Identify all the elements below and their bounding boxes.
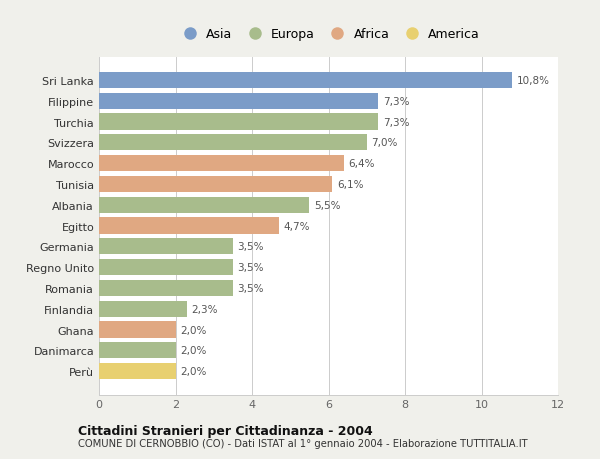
Bar [99,197,310,213]
Text: 3,5%: 3,5% [238,242,264,252]
Bar [99,135,367,151]
Text: COMUNE DI CERNOBBIO (CO) - Dati ISTAT al 1° gennaio 2004 - Elaborazione TUTTITAL: COMUNE DI CERNOBBIO (CO) - Dati ISTAT al… [78,438,527,448]
Text: 10,8%: 10,8% [517,76,550,86]
Text: 7,3%: 7,3% [383,118,409,127]
Bar [99,259,233,276]
Text: 7,0%: 7,0% [371,138,398,148]
Bar [99,94,378,110]
Text: 6,4%: 6,4% [349,159,375,169]
Text: Cittadini Stranieri per Cittadinanza - 2004: Cittadini Stranieri per Cittadinanza - 2… [78,424,373,437]
Legend: Asia, Europa, Africa, America: Asia, Europa, Africa, America [172,23,485,46]
Text: 2,0%: 2,0% [180,366,206,376]
Text: 7,3%: 7,3% [383,96,409,106]
Text: 2,3%: 2,3% [191,304,218,314]
Bar [99,239,233,255]
Bar [99,176,332,193]
Bar [99,322,176,338]
Text: 6,1%: 6,1% [337,179,364,190]
Text: 2,0%: 2,0% [180,325,206,335]
Text: 3,5%: 3,5% [238,263,264,273]
Bar [99,363,176,380]
Bar [99,342,176,358]
Bar [99,156,344,172]
Text: 3,5%: 3,5% [238,283,264,293]
Text: 5,5%: 5,5% [314,200,340,210]
Bar [99,301,187,317]
Text: 4,7%: 4,7% [283,221,310,231]
Bar [99,114,378,130]
Bar [99,218,279,234]
Text: 2,0%: 2,0% [180,346,206,356]
Bar [99,280,233,297]
Bar [99,73,512,89]
